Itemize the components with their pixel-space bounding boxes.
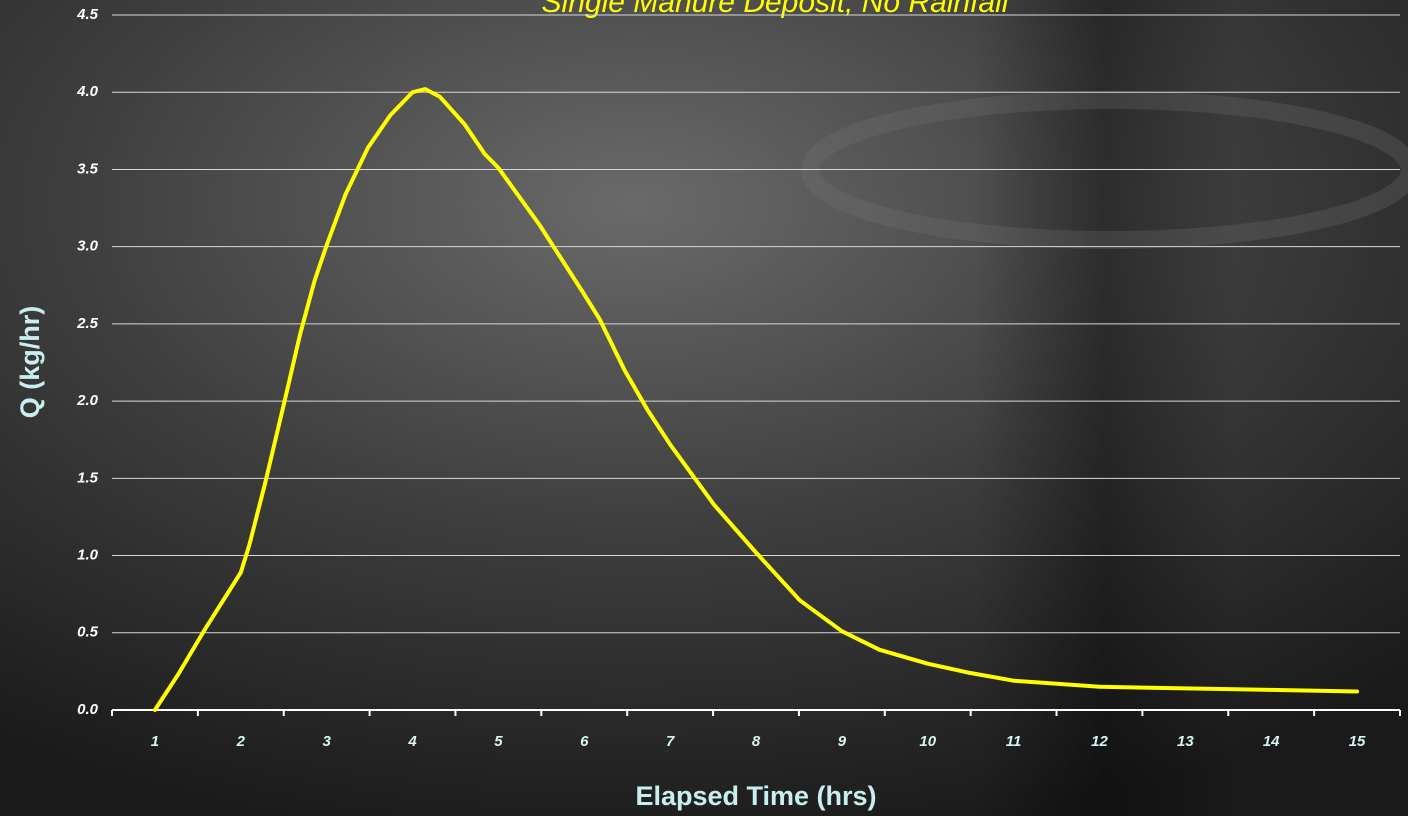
background-glass: [975, 0, 1235, 816]
x-tick-label: 9: [838, 733, 847, 750]
x-tick-label: 4: [407, 733, 417, 750]
y-tick-label: 1.5: [77, 469, 99, 486]
x-axis-title: Elapsed Time (hrs): [635, 781, 876, 811]
x-tick-label: 3: [322, 733, 331, 750]
x-tick-label: 2: [236, 733, 246, 750]
x-tick-label: 14: [1263, 733, 1280, 750]
y-tick-label: 1.0: [77, 547, 99, 564]
y-tick-label: 0.5: [77, 624, 99, 641]
y-tick-label: 2.0: [76, 392, 99, 409]
x-tick-label: 6: [580, 733, 589, 750]
x-tick-label: 10: [919, 733, 936, 750]
chart: Single Manure Deposit, No Rainfall Elaps…: [0, 0, 1408, 816]
y-tick-label: 3.5: [77, 160, 99, 177]
x-tick-label: 5: [494, 733, 503, 750]
x-tick-label: 12: [1091, 733, 1108, 750]
x-tick-label: 11: [1006, 733, 1022, 750]
x-tick-label: 1: [151, 733, 159, 750]
y-tick-label: 3.0: [77, 238, 99, 255]
y-axis-title: Q (kg/hr): [15, 306, 45, 419]
x-tick-label: 7: [666, 733, 675, 750]
y-tick-label: 4.5: [76, 6, 99, 23]
y-tick-label: 4.0: [76, 83, 99, 100]
y-tick-label: 2.5: [76, 315, 99, 332]
x-tick-label: 15: [1349, 733, 1366, 750]
y-tick-label: 0.0: [77, 701, 99, 718]
x-tick-label: 8: [752, 733, 761, 750]
chart-title: Single Manure Deposit, No Rainfall: [542, 0, 1010, 19]
x-tick-label: 13: [1177, 733, 1194, 750]
